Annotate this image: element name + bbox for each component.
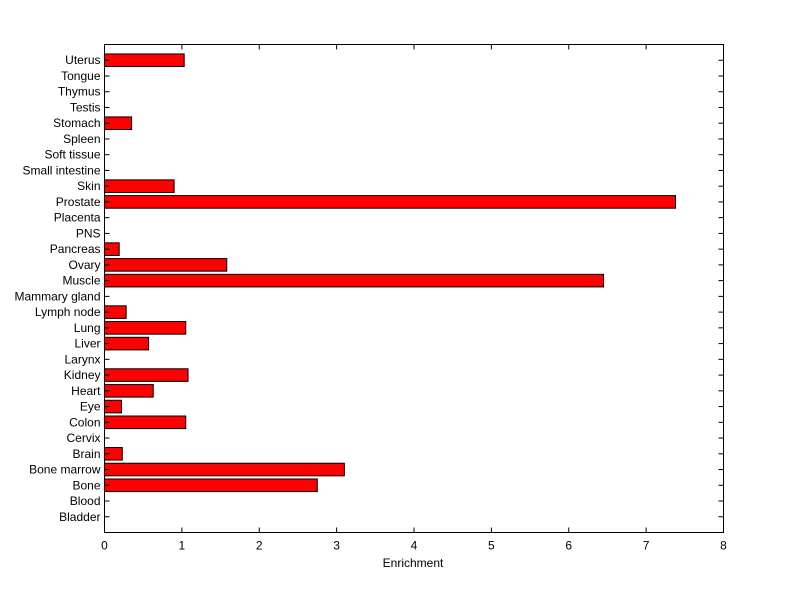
y-tick-label-uterus: Uterus [65,53,100,67]
x-tick-label-7: 7 [643,539,650,553]
bar-kidney [104,368,189,382]
y-tick-label-kidney: Kidney [64,368,101,382]
x-tick-label-4: 4 [411,539,418,553]
y-tick-label-blood: Blood [70,494,101,508]
y-tick-label-prostate: Prostate [56,195,101,209]
y-tick-label-bladder: Bladder [59,510,100,524]
x-axis: 0 1 2 3 4 5 6 7 8 [101,44,727,553]
bar-muscle [104,273,605,288]
y-tick-label-colon: Colon [69,415,100,429]
y-tick-label-bone: Bone [72,478,100,492]
bar-skin [104,179,175,193]
y-tick-label-soft-tissue: Soft tissue [44,148,100,162]
y-tick-label-small-intestine: Small intestine [22,163,100,177]
bar-lung [104,321,187,335]
plot-frame [104,44,724,533]
x-tick-label-8: 8 [720,539,727,553]
x-tick-label-6: 6 [565,539,572,553]
y-tick-label-spleen: Spleen [63,132,100,146]
y-tick-label-cervix: Cervix [66,431,100,445]
y-tick-label-lung: Lung [74,321,101,335]
y-tick-label-larynx: Larynx [64,352,100,366]
y-tick-label-brain: Brain [72,447,100,461]
x-tick-label-2: 2 [256,539,263,553]
bar-colon [104,415,187,430]
bar-prostate [104,195,677,209]
y-tick-label-muscle: Muscle [62,274,100,288]
bar-ovary [104,258,228,272]
y-tick-label-mammary-gland: Mammary gland [14,289,100,303]
x-tick-label-0: 0 [101,539,108,553]
y-tick-label-liver: Liver [74,337,100,351]
x-tick-label-5: 5 [488,539,495,553]
y-tick-label-bone-marrow: Bone marrow [29,463,101,477]
y-tick-label-placenta: Placenta [54,211,101,225]
y-tick-label-heart: Heart [71,384,101,398]
y-tick-label-lymph-node: Lymph node [35,305,101,319]
y-tick-label-testis: Testis [70,100,101,114]
bar-liver [104,336,150,351]
bar-uterus [104,53,185,68]
y-tick-label-pns: PNS [76,226,101,240]
y-tick-label-pancreas: Pancreas [50,242,101,256]
bar-bone [104,478,318,493]
y-tick-label-ovary: Ovary [68,258,100,272]
y-tick-label-skin: Skin [77,179,100,193]
y-tick-label-eye: Eye [80,400,101,414]
x-tick-label-1: 1 [179,539,186,553]
bar-bone-marrow [104,462,345,477]
x-tick-label-3: 3 [333,539,340,553]
y-tick-label-tongue: Tongue [61,69,101,83]
y-tick-label-stomach: Stomach [53,116,100,130]
x-axis-title: Enrichment [383,556,444,570]
bar-heart [104,384,154,398]
y-tick-label-thymus: Thymus [58,85,101,99]
